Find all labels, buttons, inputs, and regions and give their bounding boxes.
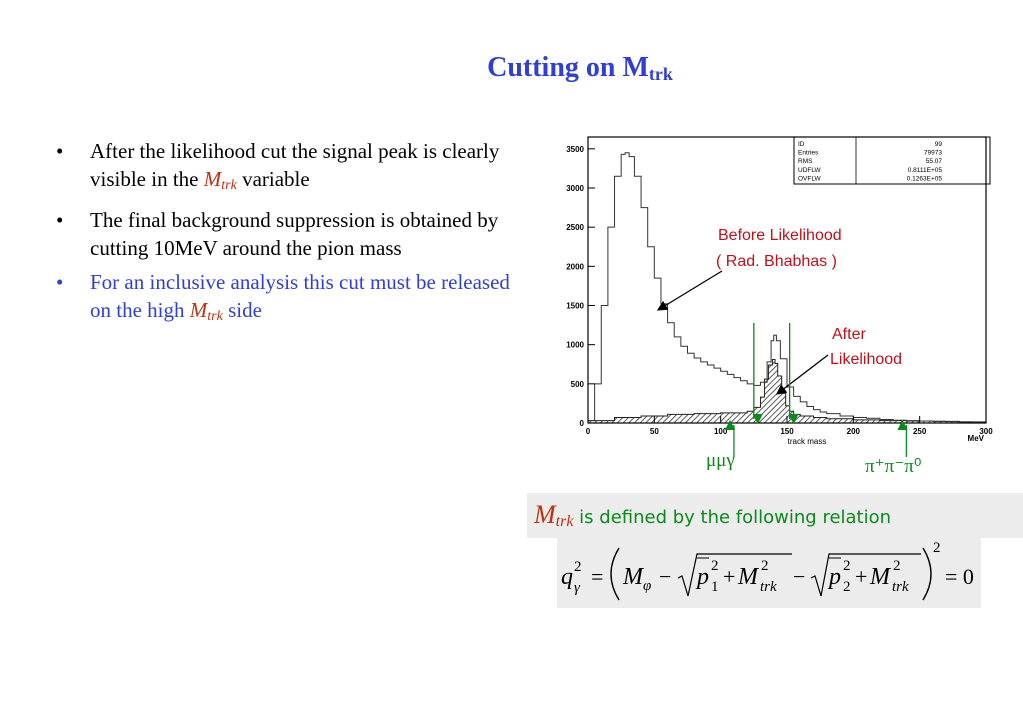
definition-variable: Mtrk [534,500,574,530]
stats-value: 79973 [924,150,942,157]
bullet-3-variable: Mtrk [189,298,223,324]
title-subscript: trk [648,64,673,84]
eq-p1-sup: 2 [711,558,719,574]
axes-layer: 0 500 1000 1500 2000 2500 3000 3500 0 50 100 150 200… [566,136,993,446]
stats-label: OVFLW [798,175,821,182]
eq-mtrk-1-sub: trk [760,579,777,595]
bullet-1: After the likelihood cut the signal peak… [56,137,516,200]
eq-q-sub: γ [574,580,581,596]
eq-outer-sup: 2 [933,540,941,556]
title-text: Cutting on M [487,52,649,83]
eq-plus-2: + [855,564,867,589]
eq-p1-sub: 1 [711,579,719,595]
y-tick-label: 2500 [566,223,584,232]
before-likelihood-series [587,152,987,423]
eq-sqrt-2 [810,553,921,597]
eq-q: q [561,564,573,590]
stats-label: RMS [798,158,813,165]
bullet-1-tail: variable [236,167,310,191]
x-tick-label: 300 [979,427,993,436]
bullet-2-text: The final background suppression is obta… [90,208,499,260]
var-symbol: M [534,500,556,529]
stats-label: Entries [798,150,819,157]
stats-label: UDFLW [798,167,821,174]
eq-mtrk-2: M [869,564,892,590]
annotation-after: After [832,326,866,343]
eq-mtrk-1: M [737,564,760,590]
eq-mtrk-1-sup: 2 [761,558,769,574]
y-tick-label: 3000 [566,184,584,193]
equation-box: q 2 γ = M φ − p 2 1 + M 2 trk − p 2 2 + … [557,538,981,608]
eq-plus-1: + [723,564,735,589]
x-axis-label: track mass [788,437,827,446]
annotation-rad-bhabhas: ( Rad. Bhabhas ) [716,253,837,270]
var-subscript: trk [221,178,237,193]
mass-equation: q 2 γ = M φ − p 2 1 + M 2 trk − p 2 2 + … [561,540,974,601]
x-tick-label: 150 [780,427,794,436]
eq-p2-sup: 2 [843,558,851,574]
y-tick-label: 1500 [566,302,584,311]
bullet-1-text: After the likelihood cut the signal peak… [90,139,500,191]
definition-sentence: is defined by the following relation [573,507,892,528]
definition-text: Mtrk is defined by the following relatio… [534,500,891,531]
x-tick-label: 0 [586,427,591,436]
stats-label: ID [798,141,805,148]
x-tick-label: 250 [913,427,927,436]
y-tick-label: 0 [580,419,585,428]
var-subscript: trk [207,309,223,324]
x-axis-unit: MeV [968,434,985,443]
eq-minus-2: − [793,564,805,589]
eq-right-paren [922,547,932,601]
eq-left-paren [610,547,620,601]
stats-frame [793,136,991,185]
eq-p2: p [827,564,841,590]
eq-p2-sub: 2 [843,579,851,595]
stats-box: ID 99 Entries 79973 RMS 55.07 UDFLW 0.8111E+05 O… [793,136,991,185]
stats-value: 55.07 [926,158,943,165]
cut-layer [724,323,908,457]
annotation-likelihood: Likelihood [830,351,902,368]
x-tick-label: 50 [650,427,659,436]
stats-value: 0.8111E+05 [908,167,943,174]
bullet-3: For an inclusive analysis this cut must … [56,268,516,331]
definition-box [527,493,1023,538]
bullet-2: The final background suppression is obta… [56,206,516,262]
eq-mtrk-2-sup: 2 [893,558,901,574]
y-tick-label: 3500 [566,145,584,154]
slide-title: Cutting on Mtrk [0,52,1023,85]
var-symbol: M [189,298,208,322]
eq-p1: p [695,564,709,590]
x-tick-label: 200 [847,427,861,436]
eq-equals: = [591,564,603,589]
eq-minus-1: − [659,564,671,589]
var-symbol: M [203,167,222,191]
bullet-3-tail: side [222,298,262,322]
y-tick-label: 1000 [566,341,584,350]
var-subscript: trk [555,513,574,530]
stats-value: 0.1263E+05 [907,175,943,182]
y-tick-label: 2000 [566,262,584,271]
annotation-layer: Before Likelihood ( Rad. Bhabhas ) After… [656,227,902,395]
eq-rhs: = 0 [945,564,974,589]
track-mass-histogram: ID 99 Entries 79973 RMS 55.07 UDFLW 0.8111E+05 O… [556,133,996,457]
eq-m-phi: M [622,564,645,590]
annotation-before-likelihood: Before Likelihood [718,227,842,244]
arrow-before-likelihood [656,270,723,311]
y-tick-label: 500 [571,380,585,389]
arrow-after-likelihood [775,354,829,395]
channel-label-3pi: π⁺π⁻π⁰ [865,456,922,477]
bullet-list: After the likelihood cut the signal peak… [56,137,516,337]
bullet-1-variable: Mtrk [203,167,237,193]
eq-phi-sub: φ [643,578,651,594]
x-tick-label: 100 [714,427,728,436]
channel-label-mumugamma: μμγ [706,450,735,471]
eq-sqrt-1 [677,553,792,597]
stats-value: 99 [935,141,943,148]
eq-mtrk-2-sub: trk [892,579,909,595]
eq-q-sup: 2 [574,559,582,575]
bullet-3-text: For an inclusive analysis this cut must … [90,270,510,322]
